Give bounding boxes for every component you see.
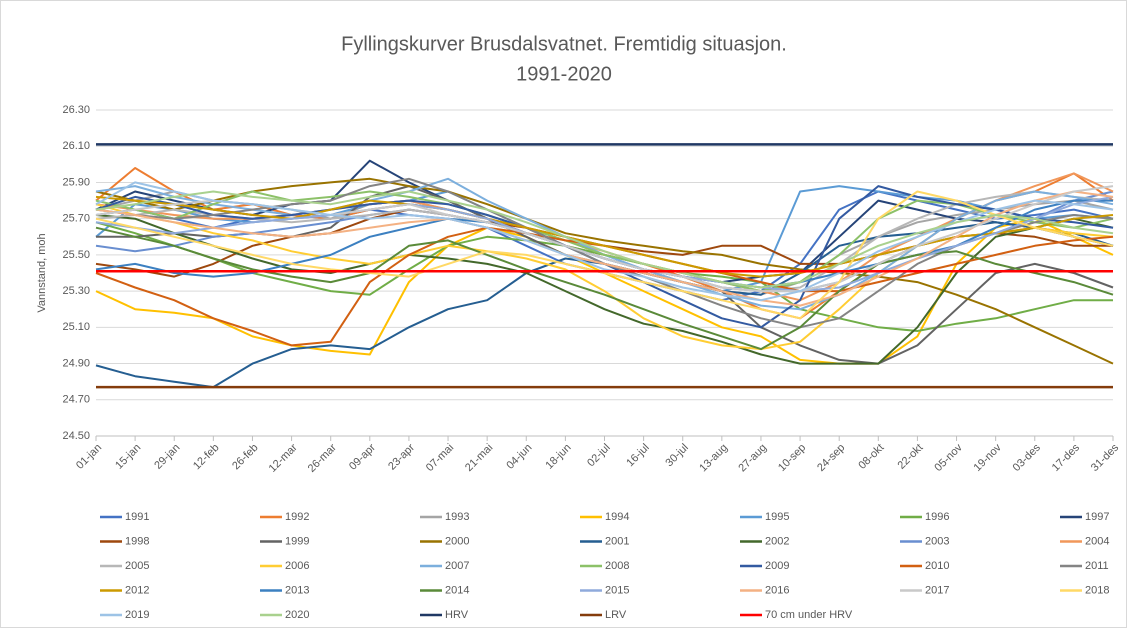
legend-label: 2020 (285, 609, 309, 621)
legend-label: 2005 (125, 560, 149, 572)
legend-label: 1998 (125, 535, 149, 547)
legend-label: 2008 (605, 560, 629, 572)
legend-label: 2012 (125, 584, 149, 596)
chart-title: Fyllingskurver Brusdalsvatnet. Fremtidig… (341, 33, 787, 55)
legend-label: 2000 (445, 535, 469, 547)
series-line (95, 181, 1114, 302)
y-tick-label: 24.70 (62, 394, 90, 406)
series-line (95, 190, 1114, 320)
legend-label: 2019 (125, 609, 149, 621)
legend-label: 1999 (285, 535, 309, 547)
y-tick-label: 25.90 (62, 176, 90, 188)
series-line (95, 190, 1114, 289)
legend-label: 1991 (125, 511, 149, 523)
y-tick-label: 25.70 (62, 213, 90, 225)
legend-label: 2015 (605, 584, 629, 596)
legend-label: 2004 (1085, 535, 1109, 547)
legend-label: 70 cm under HRV (765, 609, 853, 621)
legend-label: 1992 (285, 511, 309, 523)
legend-label: 1993 (445, 511, 469, 523)
legend-label: HRV (445, 609, 469, 621)
legend-label: 2014 (445, 584, 469, 596)
chart-title: 1991-2020 (516, 63, 612, 85)
legend-label: 1997 (1085, 511, 1109, 523)
series-line (95, 214, 1114, 365)
series-line (95, 190, 1114, 293)
series-line (95, 195, 1114, 278)
legend-label: 2017 (925, 584, 949, 596)
legend-label: 1996 (925, 511, 949, 523)
legend-label: 2002 (765, 535, 789, 547)
y-axis-label: Vannstand, moh (36, 233, 48, 312)
y-tick-label: 25.50 (62, 249, 90, 261)
legend-label: 2007 (445, 560, 469, 572)
legend-label: 2013 (285, 584, 309, 596)
legend-label: 1995 (765, 511, 789, 523)
y-tick-label: 24.90 (62, 357, 90, 369)
legend-label: 2006 (285, 560, 309, 572)
y-tick-label: 26.30 (62, 104, 90, 116)
legend-label: 2016 (765, 584, 789, 596)
y-tick-label: 26.10 (62, 140, 90, 152)
legend-label: 2003 (925, 535, 949, 547)
legend-label: 2018 (1085, 584, 1109, 596)
legend-label: 2009 (765, 560, 789, 572)
legend-label: 2011 (1085, 560, 1109, 572)
legend-label: 1994 (605, 511, 629, 523)
y-tick-label: 25.30 (62, 285, 90, 297)
series-line (95, 190, 1114, 307)
legend-label: 2010 (925, 560, 949, 572)
y-tick-label: 25.10 (62, 321, 90, 333)
legend-label: 2001 (605, 535, 629, 547)
legend-label: LRV (605, 609, 627, 621)
y-tick-label: 24.50 (62, 430, 90, 442)
